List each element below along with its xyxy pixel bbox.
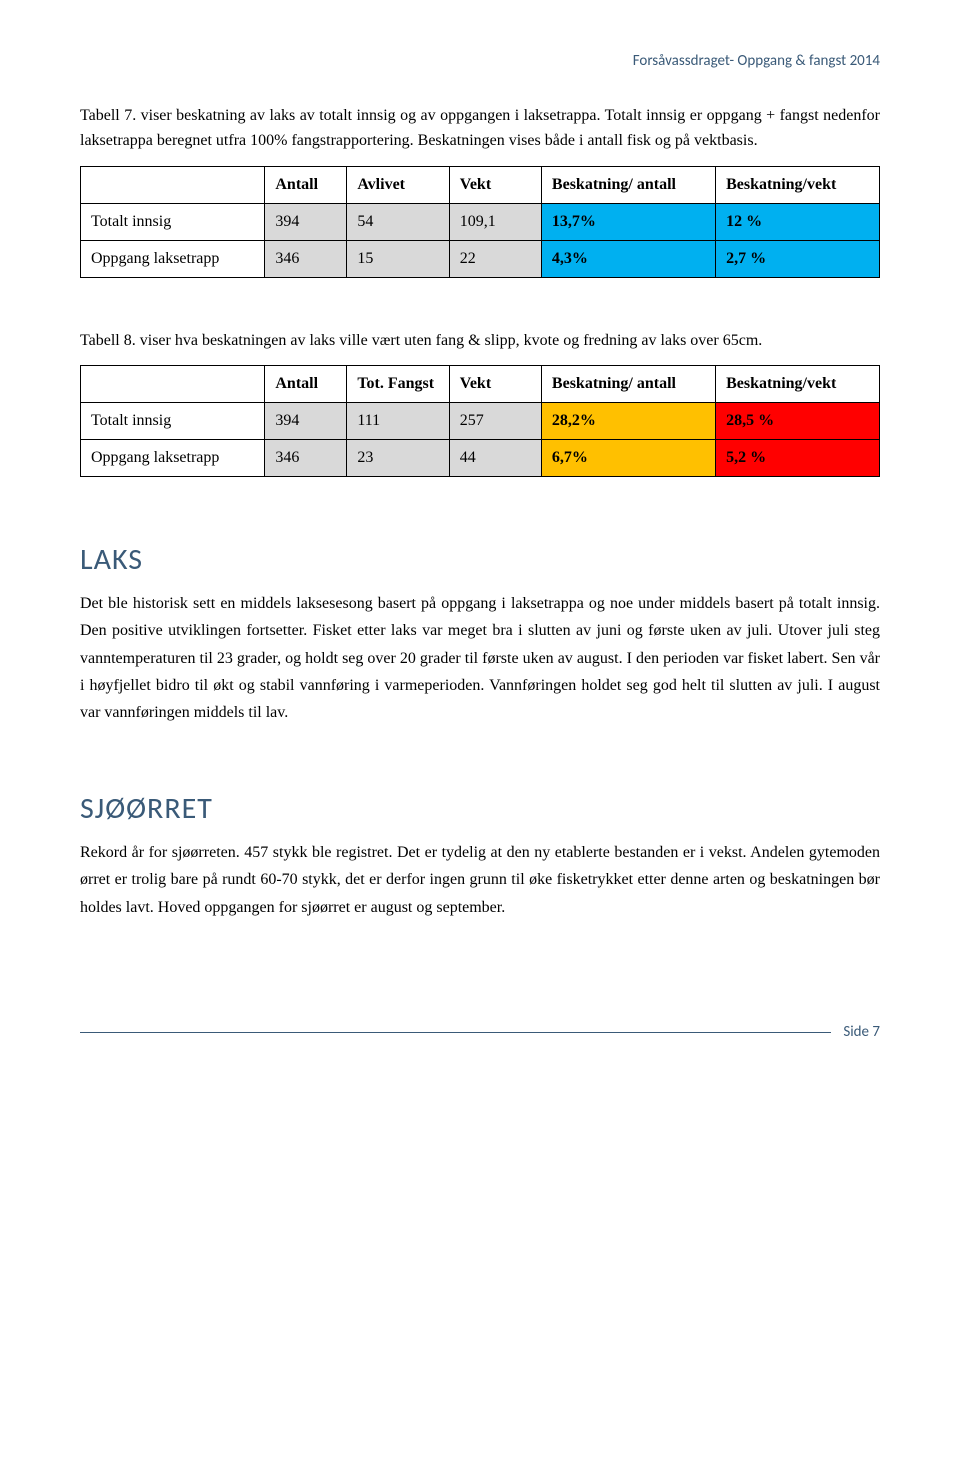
- table8-h1: Antall: [265, 366, 347, 403]
- table8-h3: Vekt: [449, 366, 541, 403]
- table8-h2: Tot. Fangst: [347, 366, 449, 403]
- table8-h0: [81, 366, 265, 403]
- table7-h3: Vekt: [449, 166, 541, 203]
- table8-r1-antall: 346: [265, 440, 347, 477]
- table7-r0-b-vekt: 12 %: [716, 203, 880, 240]
- table7-h0: [81, 166, 265, 203]
- table7-header-row: Antall Avlivet Vekt Beskatning/ antall B…: [81, 166, 880, 203]
- table8: Antall Tot. Fangst Vekt Beskatning/ anta…: [80, 365, 880, 477]
- table8-r1-label: Oppgang laksetrapp: [81, 440, 265, 477]
- page-header: Forsåvassdraget- Oppgang & fangst 2014: [80, 50, 880, 73]
- sjoorret-heading: SJØØRRET: [80, 786, 880, 831]
- table8-r0-b-vekt: 28,5 %: [716, 403, 880, 440]
- table7-h2: Avlivet: [347, 166, 449, 203]
- table8-header-row: Antall Tot. Fangst Vekt Beskatning/ anta…: [81, 366, 880, 403]
- table8-r1-fangst: 23: [347, 440, 449, 477]
- table8-r1-b-vekt: 5,2 %: [716, 440, 880, 477]
- table8-r1-b-antall: 6,7%: [541, 440, 715, 477]
- table-row: Oppgang laksetrapp 346 15 22 4,3% 2,7 %: [81, 240, 880, 277]
- table7-r0-avlivet: 54: [347, 203, 449, 240]
- table-row: Oppgang laksetrapp 346 23 44 6,7% 5,2 %: [81, 440, 880, 477]
- table7-r1-avlivet: 15: [347, 240, 449, 277]
- table8-h5: Beskatning/vekt: [716, 366, 880, 403]
- laks-text: Det ble historisk sett en middels lakses…: [80, 590, 880, 726]
- table8-h4: Beskatning/ antall: [541, 366, 715, 403]
- table8-r1-vekt: 44: [449, 440, 541, 477]
- table7-r0-antall: 394: [265, 203, 347, 240]
- footer-rule: [80, 1032, 831, 1033]
- table8-r0-b-antall: 28,2%: [541, 403, 715, 440]
- table8-r0-fangst: 111: [347, 403, 449, 440]
- table7-h5: Beskatning/vekt: [716, 166, 880, 203]
- table8-caption: Tabell 8. viser hva beskatningen av laks…: [80, 328, 880, 354]
- table7-r0-b-antall: 13,7%: [541, 203, 715, 240]
- table7-h4: Beskatning/ antall: [541, 166, 715, 203]
- table7-caption: Tabell 7. viser beskatning av laks av to…: [80, 103, 880, 154]
- table8-r0-vekt: 257: [449, 403, 541, 440]
- table7-r1-b-vekt: 2,7 %: [716, 240, 880, 277]
- table7-r1-vekt: 22: [449, 240, 541, 277]
- page-footer: Side 7: [80, 1021, 880, 1044]
- laks-heading: LAKS: [80, 537, 880, 582]
- table8-r0-label: Totalt innsig: [81, 403, 265, 440]
- table7-r1-antall: 346: [265, 240, 347, 277]
- table7-r1-label: Oppgang laksetrapp: [81, 240, 265, 277]
- table7-r1-b-antall: 4,3%: [541, 240, 715, 277]
- table7-r0-label: Totalt innsig: [81, 203, 265, 240]
- table-row: Totalt innsig 394 54 109,1 13,7% 12 %: [81, 203, 880, 240]
- table-row: Totalt innsig 394 111 257 28,2% 28,5 %: [81, 403, 880, 440]
- table7: Antall Avlivet Vekt Beskatning/ antall B…: [80, 166, 880, 278]
- page-number: Side 7: [843, 1021, 880, 1044]
- table7-r0-vekt: 109,1: [449, 203, 541, 240]
- table8-r0-antall: 394: [265, 403, 347, 440]
- sjoorret-text: Rekord år for sjøørreten. 457 stykk ble …: [80, 839, 880, 921]
- table7-h1: Antall: [265, 166, 347, 203]
